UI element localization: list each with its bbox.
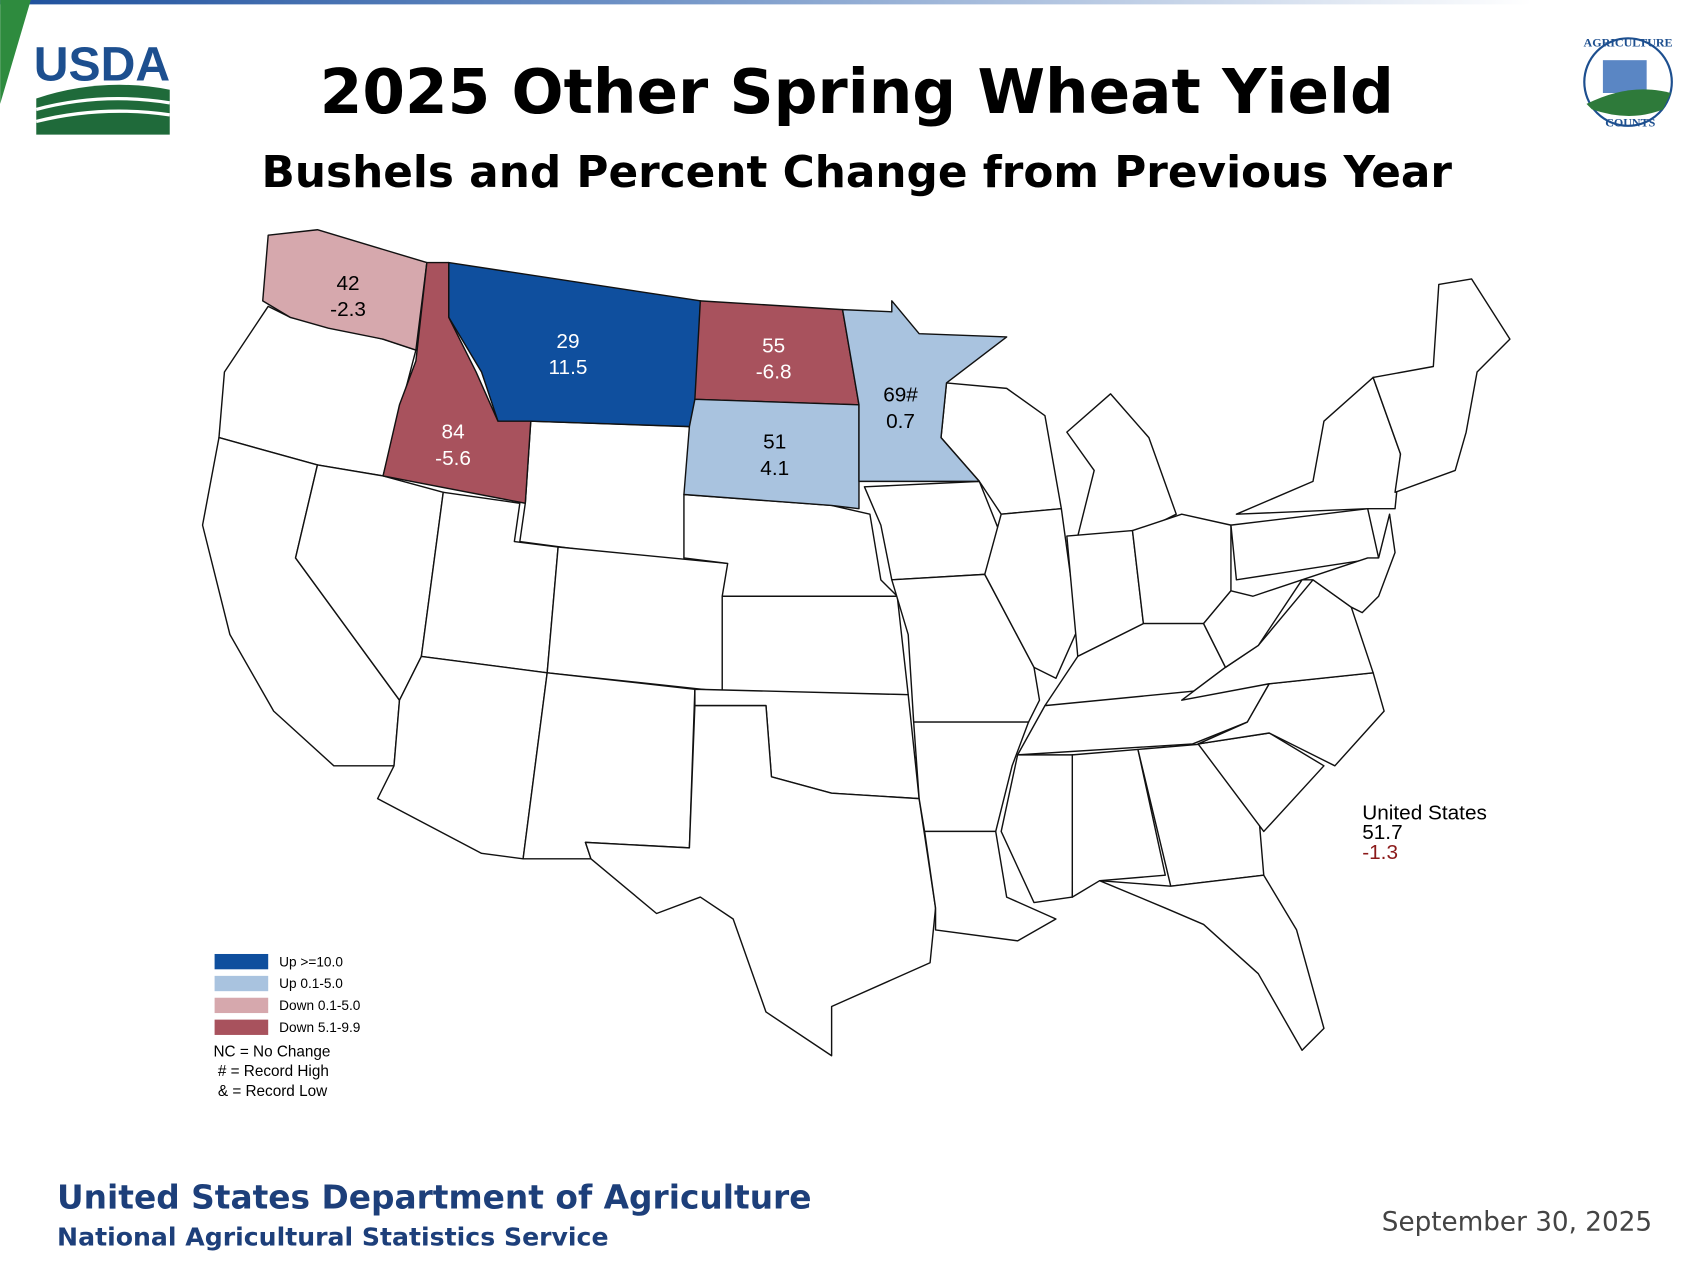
legend-swatch	[214, 1019, 269, 1035]
footer-date: September 30, 2025	[1382, 1208, 1652, 1238]
state	[1131, 513, 1232, 625]
state-change: -6.8	[756, 361, 792, 384]
us-yield: 51.7	[1362, 821, 1402, 844]
legend-swatch	[214, 997, 269, 1014]
legend-label: Up >=10.0	[279, 954, 343, 969]
state	[1098, 874, 1325, 1051]
state-change: 0.7	[886, 410, 915, 433]
corner-accent	[0, 0, 31, 104]
us-change: -1.3	[1362, 841, 1398, 864]
top-bar	[0, 0, 1532, 5]
state	[1235, 376, 1402, 515]
us-name: United States	[1362, 801, 1487, 824]
state	[984, 508, 1079, 680]
title: 2025 Other Spring Wheat Yield	[320, 57, 1394, 128]
us-map	[201, 229, 1511, 1057]
state	[1301, 513, 1396, 614]
state-yield: 84	[442, 421, 465, 444]
usda-logo: USDA	[34, 38, 170, 135]
logo-field	[1586, 89, 1671, 116]
state-change: -2.3	[330, 298, 366, 321]
state	[1372, 278, 1511, 494]
legend-label: Down 0.1-5.0	[279, 998, 361, 1013]
state-yield: 69#	[883, 384, 918, 407]
state-yield: 29	[556, 330, 579, 353]
legend-note: # = Record High	[218, 1063, 329, 1080]
legend-swatch	[214, 975, 269, 992]
state-south-dakota	[683, 398, 860, 510]
footer-service: National Agricultural Statistics Service	[57, 1222, 609, 1251]
state-idaho	[382, 261, 532, 504]
state-yield: 42	[337, 272, 360, 295]
legend-note: & = Record Low	[218, 1083, 328, 1100]
state-change: -5.6	[435, 447, 471, 470]
logo-stripe	[35, 97, 171, 111]
legend-note: NC = No Change	[214, 1043, 331, 1060]
logo-text: AGRICULTURE	[1584, 36, 1673, 50]
logo-stripe	[35, 109, 170, 124]
state-yield: 51	[763, 431, 786, 454]
footer-agency: United States Department of Agriculture	[57, 1179, 811, 1217]
legend-swatch	[214, 953, 269, 970]
logo-bars	[1602, 60, 1647, 93]
ag-counts-logo: AGRICULTURE COUNTS	[1583, 36, 1673, 129]
state-yield: 55	[762, 334, 785, 357]
legend-label: Up 0.1-5.0	[279, 976, 343, 991]
subtitle: Bushels and Percent Change from Previous…	[262, 147, 1453, 198]
logo-text: COUNTS	[1605, 115, 1655, 129]
state	[1066, 393, 1177, 537]
state	[923, 830, 1057, 942]
legend-label: Down 5.1-9.9	[279, 1020, 360, 1035]
state	[522, 672, 696, 860]
state	[584, 704, 937, 1057]
state-washington	[262, 229, 428, 351]
logo-text: USDA	[34, 38, 170, 92]
state-minnesota	[841, 300, 1008, 483]
state	[863, 480, 1002, 581]
state-change: 11.5	[549, 356, 588, 379]
state	[1000, 754, 1079, 904]
state	[1071, 748, 1167, 898]
state	[546, 546, 729, 693]
state-change: 4.1	[760, 457, 789, 480]
state	[721, 595, 909, 696]
logo-field	[36, 84, 170, 135]
state	[519, 420, 691, 565]
